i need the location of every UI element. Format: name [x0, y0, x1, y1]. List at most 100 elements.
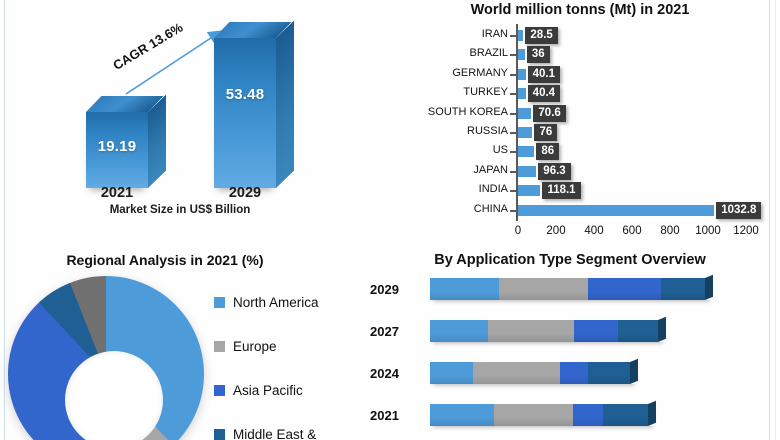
- axis-tick: [510, 73, 516, 76]
- data-label-germany: 40.1: [527, 65, 560, 83]
- category-label-china: CHINA: [473, 202, 508, 215]
- bar-iran: [518, 30, 524, 41]
- bar-germany: [518, 68, 526, 80]
- legend-label: Asia Pacific: [233, 382, 303, 398]
- segment-europe-2027: [488, 316, 574, 342]
- x-tick-label: 1000: [695, 225, 721, 237]
- cagr-arrow-icon: [125, 30, 223, 95]
- bar-brazil: [518, 49, 525, 61]
- bar-turkey: [518, 88, 526, 100]
- legend-item-europe[interactable]: Europe: [214, 324, 384, 368]
- axis-tick: [510, 35, 516, 37]
- segment-highlight: [430, 400, 494, 404]
- segment-highlight: [494, 400, 573, 404]
- segment-middle-east-2021: [603, 400, 648, 426]
- segment-highlight: [473, 358, 560, 362]
- column-2029-front-face: 53.48: [214, 38, 276, 188]
- application-stack-2024: [430, 358, 638, 384]
- column-2029-value: 53.48: [225, 86, 265, 103]
- legend-item-asia-pacific[interactable]: Asia Pacific: [214, 368, 384, 412]
- segment-asia-pacific-2021: [573, 400, 603, 426]
- segment-highlight: [588, 358, 630, 362]
- segment-highlight: [430, 316, 488, 320]
- legend-swatch-icon: [214, 384, 225, 396]
- segment-highlight: [588, 274, 661, 278]
- regional-analysis-title: Regional Analysis in 2021 (%): [66, 252, 264, 268]
- world-production-chart: World million tonns (Mt) in 2021 IRAN 28.…: [390, 0, 780, 258]
- category-label-india: INDIA: [478, 183, 508, 196]
- axis-tick: [510, 190, 516, 193]
- category-label-japan: JAPAN: [473, 163, 508, 176]
- segment-asia-pacific-2024: [560, 358, 588, 384]
- category-label-iran: IRAN: [481, 28, 508, 40]
- category-label-us: US: [492, 144, 508, 157]
- application-stack-2029: [430, 274, 713, 300]
- segment-europe-2024: [473, 358, 560, 384]
- legend-swatch-icon: [214, 296, 225, 308]
- x-tick-label: 200: [546, 225, 566, 237]
- legend-item-middle-east[interactable]: Middle East &: [214, 412, 384, 440]
- x-tick-label: 400: [584, 225, 604, 237]
- frame-border-left: [4, 0, 5, 440]
- frame-border-outer: [775, 0, 776, 440]
- data-label-russia: 76: [534, 124, 558, 141]
- segment-asia-pacific-2027: [574, 316, 618, 342]
- application-segment-chart: By Application Type Segment Overview 202…: [370, 250, 780, 440]
- category-label-germany: GERMANY: [452, 66, 508, 79]
- segment-highlight: [560, 358, 588, 362]
- world-production-plot-area: IRAN 28.5 BRAZIL 36 GERMANY 40.1 TURKEY 40.4 SOU…: [390, 24, 780, 237]
- legend-swatch-icon: [214, 428, 225, 440]
- axis-tick: [510, 112, 516, 115]
- segment-europe-2029: [499, 274, 588, 300]
- bar-india: [518, 185, 541, 197]
- legend-label: North America: [233, 294, 319, 310]
- axis-tick: [510, 209, 516, 212]
- legend-label: Europe: [233, 338, 277, 354]
- data-label-brazil: 36: [526, 46, 550, 64]
- segment-highlight: [661, 274, 705, 278]
- legend-label: Middle East &: [233, 426, 317, 440]
- application-row-2021: 2021: [370, 400, 780, 438]
- application-row-2024: 2024: [370, 358, 780, 396]
- axis-tick: [510, 54, 516, 57]
- application-year-label-2029: 2029: [370, 282, 399, 297]
- stack-end-cap-2029: [705, 274, 713, 300]
- column-2021-front-face: 19.19: [86, 112, 148, 188]
- regional-donut-ring: [8, 276, 204, 440]
- value-axis-line: [516, 24, 518, 221]
- data-label-japan: 96.3: [538, 162, 571, 180]
- segment-highlight: [574, 316, 618, 320]
- application-year-label-2021: 2021: [370, 408, 399, 423]
- category-label-brazil: BRAZIL: [469, 47, 508, 60]
- axis-tick: [510, 170, 516, 173]
- segment-middle-east-2029: [661, 274, 705, 300]
- column-2021-year: 2021: [100, 185, 134, 201]
- axis-tick: [510, 93, 516, 96]
- bar-us: [518, 146, 535, 158]
- segment-europe-2021: [494, 400, 573, 426]
- segment-highlight: [430, 274, 499, 278]
- segment-north-america-2021: [430, 400, 494, 426]
- x-tick-label: 0: [514, 225, 522, 237]
- category-label-russia: RUSSIA: [467, 125, 508, 137]
- segment-asia-pacific-2029: [588, 274, 661, 300]
- market-size-chart: CAGR 13.6% 19.19 2021 53.48 2029 Market …: [0, 0, 390, 250]
- legend-item-north-america[interactable]: North America: [214, 280, 384, 324]
- x-tick-label: 1200: [733, 225, 759, 237]
- segment-middle-east-2027: [618, 316, 658, 342]
- axis-tick: [510, 132, 516, 134]
- x-tick-label: 800: [660, 225, 680, 237]
- data-label-china: 1032.8: [716, 201, 762, 219]
- data-label-india: 118.1: [542, 182, 581, 200]
- segment-middle-east-2024: [588, 358, 630, 384]
- bar-china: [518, 204, 715, 216]
- application-segment-title: By Application Type Segment Overview: [434, 252, 706, 268]
- market-size-axis-title: Market Size in US$ Billion: [109, 204, 251, 216]
- segment-highlight: [573, 400, 603, 404]
- segment-highlight: [488, 316, 574, 320]
- segment-north-america-2029: [430, 274, 499, 300]
- column-2021-value: 19.19: [97, 138, 137, 155]
- application-row-2029: 2029: [370, 274, 780, 312]
- application-row-2027: 2027: [370, 316, 780, 354]
- bar-japan: [518, 165, 537, 177]
